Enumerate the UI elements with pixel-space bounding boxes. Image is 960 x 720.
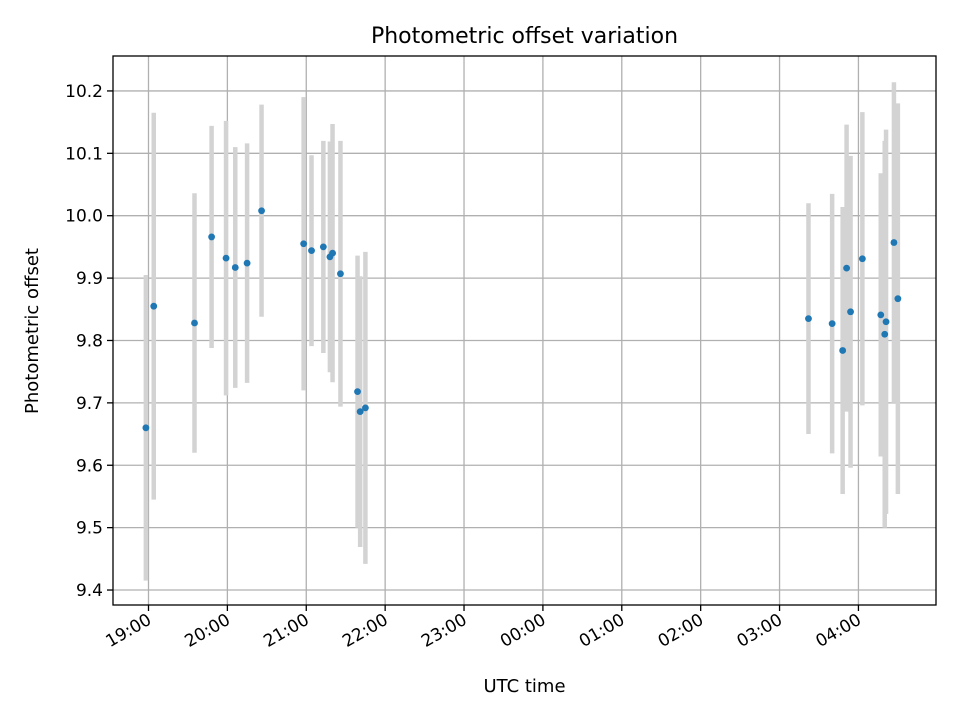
data-points [142,207,902,432]
x-tick-label: 02:00 [655,610,707,652]
x-tick-label: 23:00 [418,610,470,652]
x-tick-label: 04:00 [812,610,864,652]
x-axis-ticks: 19:00 20:00 21:00 22:00 23:00 00:00 01:00 02:00… [103,605,865,652]
data-point [231,264,239,271]
y-tick-label: 10.0 [65,207,103,227]
y-tick-label: 10.1 [65,144,103,164]
data-point [805,315,812,323]
y-axis-ticks: 9.4 9.5 9.6 9.7 9.8 9.9 10.0 10.1 10.2 [65,82,113,601]
data-point [877,311,885,319]
x-tick-label: 19:00 [103,610,155,652]
data-point [319,243,327,251]
data-point [329,249,336,257]
chart-title: Photometric offset variation [371,24,678,49]
data-point [362,404,369,412]
data-point [243,259,251,267]
data-point [843,264,851,272]
x-axis-label: UTC time [483,676,565,697]
x-tick-label: 01:00 [576,610,628,652]
y-tick-label: 9.6 [76,456,103,476]
y-axis-label: Photometric offset [22,248,43,414]
y-tick-label: 9.4 [76,581,103,601]
data-point [300,240,308,248]
x-tick-label: 20:00 [181,610,233,652]
y-tick-label: 9.5 [76,519,103,539]
data-point [890,239,898,246]
data-point [308,247,315,255]
data-point [222,254,230,262]
data-point [882,318,890,326]
data-point [847,308,854,316]
data-point [191,319,198,327]
y-tick-label: 9.8 [76,331,103,351]
data-point [858,255,866,263]
x-tick-label: 00:00 [497,610,549,652]
data-point [356,408,364,416]
data-point [150,302,158,310]
y-tick-label: 9.9 [76,269,103,289]
data-point [208,233,216,241]
x-tick-label: 22:00 [339,610,391,652]
data-point [828,320,836,328]
data-point [142,424,150,432]
error-bars [143,82,901,581]
data-point [258,207,265,215]
data-point [881,330,889,338]
grid-lines [113,56,936,605]
y-tick-label: 10.2 [65,82,103,102]
data-point [337,270,344,278]
x-tick-label: 21:00 [260,610,312,652]
data-point [894,295,902,303]
plot-frame [112,55,937,606]
x-tick-label: 03:00 [734,610,786,652]
data-point [839,347,847,354]
y-tick-label: 9.7 [76,394,103,414]
data-point [354,388,361,396]
